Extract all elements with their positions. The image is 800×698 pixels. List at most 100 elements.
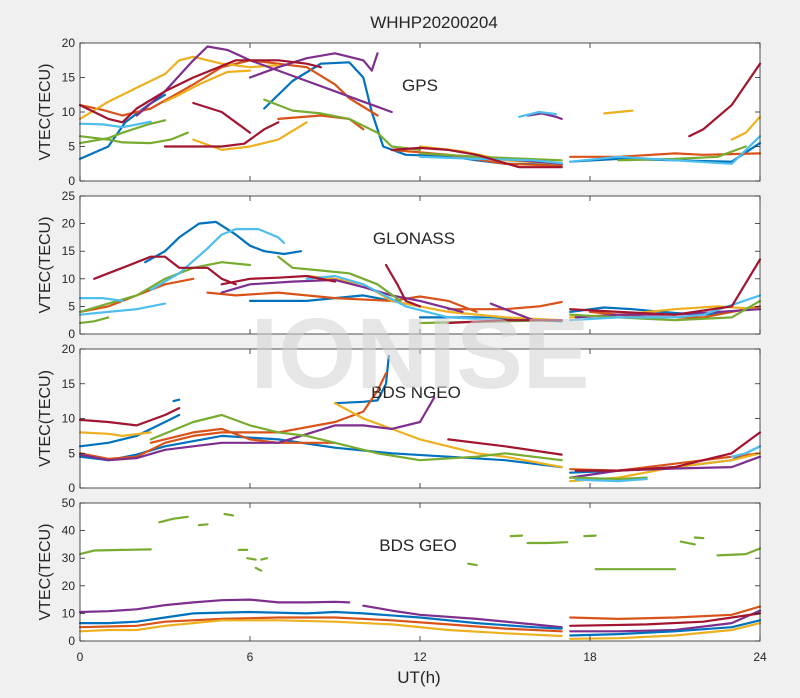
series-line-18 [569, 299, 762, 322]
series-line-8 [78, 55, 280, 120]
y-tick-label: 0 [68, 634, 75, 648]
series-line-9 [78, 431, 152, 437]
series-line-16 [716, 547, 762, 557]
series-line-18 [362, 604, 563, 629]
series-line-23 [78, 120, 152, 129]
panel-label: GLONASS [373, 229, 455, 248]
series-line-20 [574, 431, 762, 472]
watermark-text: IONISE [251, 298, 590, 410]
y-tick-label: 10 [62, 412, 76, 426]
y-tick-label: 10 [62, 272, 76, 286]
series-line-31 [688, 62, 762, 138]
y-tick-label: 15 [62, 244, 76, 258]
y-tick-label: 25 [62, 189, 76, 203]
series-line-27 [78, 59, 322, 124]
series-line-10 [333, 402, 563, 469]
series-line-9 [163, 69, 252, 103]
series-line-21 [569, 619, 762, 637]
series-line-16 [277, 255, 402, 302]
y-tick-label: 5 [68, 299, 75, 313]
x-tick-label: 24 [753, 650, 767, 664]
series-line-16 [574, 477, 648, 483]
series-line-3 [197, 523, 209, 527]
panel-gps: 0 5 10 15 20 VTEC(TECU) GPS [37, 36, 762, 188]
series-line-28 [163, 121, 280, 148]
series-line-29 [192, 101, 252, 134]
y-tick-label: 0 [68, 481, 75, 495]
series-line-13 [569, 455, 762, 479]
x-tick-label: 12 [413, 650, 427, 664]
series-line-1 [78, 413, 181, 448]
y-tick-label: 30 [62, 551, 76, 565]
series-line-23 [569, 605, 762, 620]
y-tick-label: 15 [62, 377, 76, 391]
series-line-26 [518, 110, 558, 118]
x-axis-label: UT(h) [397, 668, 440, 687]
series-line-26 [384, 263, 422, 308]
series-line-19 [78, 131, 189, 145]
series-line-9 [467, 562, 478, 567]
series-line-19 [78, 297, 124, 302]
series-line-12 [603, 109, 634, 115]
series-line-6 [78, 372, 388, 460]
plot-area [80, 349, 760, 488]
series-line-19 [569, 609, 762, 633]
y-tick-label: 10 [62, 105, 76, 119]
series-line-11 [526, 541, 569, 545]
series-line-12 [78, 396, 436, 462]
series-line-26 [569, 612, 762, 627]
series-line-7 [149, 427, 337, 444]
y-tick-label: 0 [68, 174, 75, 188]
series-line-16 [526, 112, 563, 120]
panel-glonass: 0 5 10 15 20 25 VTEC(TECU) GLONASS [37, 189, 762, 341]
y-axis-label: VTEC(TECU) [37, 64, 54, 161]
y-tick-label: 50 [62, 496, 76, 510]
series-line-18 [78, 119, 167, 145]
x-tick-label: 18 [583, 650, 597, 664]
series-line-25 [569, 622, 762, 640]
series-line-6 [206, 291, 478, 313]
series-line-15 [569, 476, 648, 481]
series-line-25 [569, 135, 762, 165]
series-line-5 [333, 354, 390, 405]
y-tick-label: 20 [62, 579, 76, 593]
series-line-13 [730, 115, 762, 141]
series-line-20 [78, 610, 563, 630]
series-line-27 [447, 319, 563, 325]
series-line-4 [223, 512, 235, 517]
series-line-2 [158, 515, 189, 524]
panel-label: GPS [402, 76, 438, 95]
y-tick-label: 15 [62, 71, 76, 85]
y-axis-label: VTEC(TECU) [37, 524, 54, 621]
y-tick-label: 5 [68, 140, 75, 154]
series-line-12 [489, 302, 535, 322]
series-line-14 [149, 413, 563, 462]
series-line-1 [78, 548, 152, 556]
series-line-12 [583, 534, 597, 538]
series-line-7 [260, 557, 269, 561]
series-line-20 [78, 302, 167, 316]
y-tick-label: 10 [62, 606, 76, 620]
series-line-15 [693, 536, 705, 540]
y-tick-label: 20 [62, 36, 76, 50]
y-tick-label: 20 [62, 342, 76, 356]
panel-bds-ngeo: 0 5 10 15 20 VTEC(TECU) BDS NGEO [37, 342, 762, 495]
series-line-14 [679, 540, 696, 546]
panel-label: BDS NGEO [371, 383, 461, 402]
series-line-4 [78, 59, 379, 117]
y-axis-label: VTEC(TECU) [37, 370, 54, 467]
series-line-1 [144, 220, 303, 264]
series-line-17 [78, 598, 351, 614]
series-line-21 [418, 152, 563, 162]
series-line-20 [263, 98, 422, 151]
series-line-10 [509, 534, 524, 538]
series-line-24 [78, 619, 563, 638]
y-tick-label: 0 [68, 327, 75, 341]
series-line-24 [418, 155, 563, 165]
panel-label: BDS GEO [379, 536, 456, 555]
series-line-7 [447, 300, 563, 311]
y-tick-label: 5 [68, 446, 75, 460]
x-tick-label: 0 [77, 650, 84, 664]
panel-bds-geo: 0 10 20 30 40 50 VTEC(TECU) BDS GEO [37, 496, 762, 648]
